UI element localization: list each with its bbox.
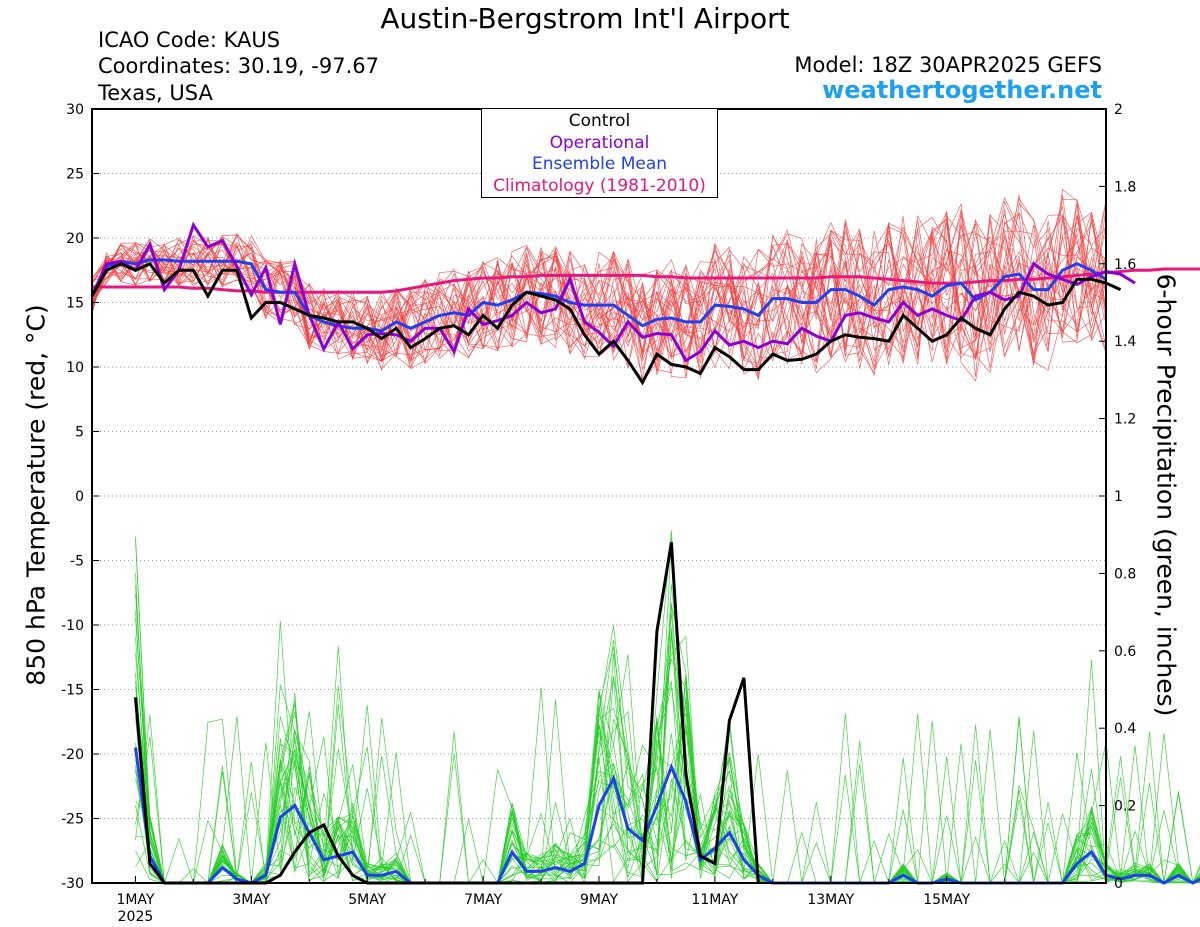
x-tick-label: 11MAY: [691, 892, 738, 908]
x-tick-label: 3MAY: [232, 892, 270, 908]
x-tick-label: 7MAY: [464, 892, 502, 908]
y-axis-label-right: 6-hour Precipitation (green, inches): [1151, 273, 1181, 717]
temperature-member-line: [91, 210, 1107, 376]
legend: Control Operational Ensemble Mean Climat…: [481, 108, 718, 198]
y-tick-label: 30: [66, 102, 84, 118]
axes: 302520151050-5-10-15-20-25-3021.81.61.41…: [61, 102, 1136, 925]
y-tick-label: 10: [66, 360, 84, 376]
region: Texas, USA: [98, 81, 213, 105]
icao-code: ICAO Code: KAUS: [98, 28, 281, 52]
y-tick-label: 0: [75, 489, 84, 505]
x-tick-label: 15MAY: [923, 892, 970, 908]
model-run: Model: 18Z 30APR2025 GEFS: [794, 53, 1102, 77]
y2-tick-label: 0.6: [1114, 644, 1136, 660]
control-temperature-line: [90, 261, 1122, 386]
x-tick-label: 5MAY: [348, 892, 386, 908]
y-tick-label: 25: [66, 167, 84, 183]
y-tick-label: -5: [70, 554, 84, 570]
x-tick-label: 9MAY: [580, 892, 618, 908]
y2-tick-label: 1.6: [1114, 257, 1136, 273]
y2-tick-label: 1.8: [1114, 179, 1136, 195]
y2-tick-label: 1.4: [1114, 334, 1136, 350]
temperature-member-line: [91, 214, 1107, 379]
y-tick-label: 20: [66, 231, 84, 247]
y-tick-label: -10: [61, 618, 84, 634]
ensemble-members: [91, 188, 1200, 885]
coordinates: Coordinates: 30.19, -97.67: [98, 54, 379, 78]
y2-tick-label: 0: [1114, 876, 1123, 892]
temperature-member-line: [91, 197, 1107, 371]
y-tick-label: -25: [61, 812, 84, 828]
y-axis-label-left: 850 hPa Temperature (red, °C): [21, 304, 51, 686]
y2-tick-label: 2: [1114, 102, 1123, 118]
legend-control: Control: [568, 111, 631, 131]
legend-climatology: Climatology (1981-2010): [493, 175, 706, 196]
temperature-member-line: [91, 197, 1107, 365]
ensemble-mean-temperature-line: [90, 258, 1107, 333]
y2-tick-label: 1: [1114, 489, 1123, 505]
x-tick-label: 13MAY: [807, 892, 854, 908]
y2-tick-label: 1.2: [1114, 412, 1136, 428]
y-tick-label: -30: [61, 876, 84, 892]
legend-operational: Operational: [549, 132, 650, 153]
operational-temperature-line: [90, 221, 1136, 363]
climatology-line: [92, 267, 1200, 294]
x-tick-label: 1MAY: [116, 892, 154, 908]
chart-title: Austin-Bergstrom Int'l Airport: [380, 2, 790, 35]
legend-ensemble-mean: Ensemble Mean: [531, 154, 668, 174]
temperature-member-line: [91, 216, 1107, 371]
temperature-member-line: [91, 194, 1107, 362]
y2-tick-label: 0.8: [1114, 566, 1136, 582]
y-tick-label: 15: [66, 296, 84, 312]
x-tick-sublabel: 2025: [118, 909, 154, 925]
y2-tick-label: 0.4: [1114, 721, 1136, 737]
y2-tick-label: 0.2: [1114, 799, 1136, 815]
site-name[interactable]: weathertogether.net: [822, 76, 1102, 104]
temperature-member-line: [91, 211, 1107, 377]
y-tick-label: -15: [61, 683, 84, 699]
y-tick-label: -20: [61, 747, 84, 763]
grid-lines: [92, 108, 1106, 884]
y-tick-label: 5: [75, 425, 84, 441]
temperature-member-line: [91, 204, 1107, 383]
